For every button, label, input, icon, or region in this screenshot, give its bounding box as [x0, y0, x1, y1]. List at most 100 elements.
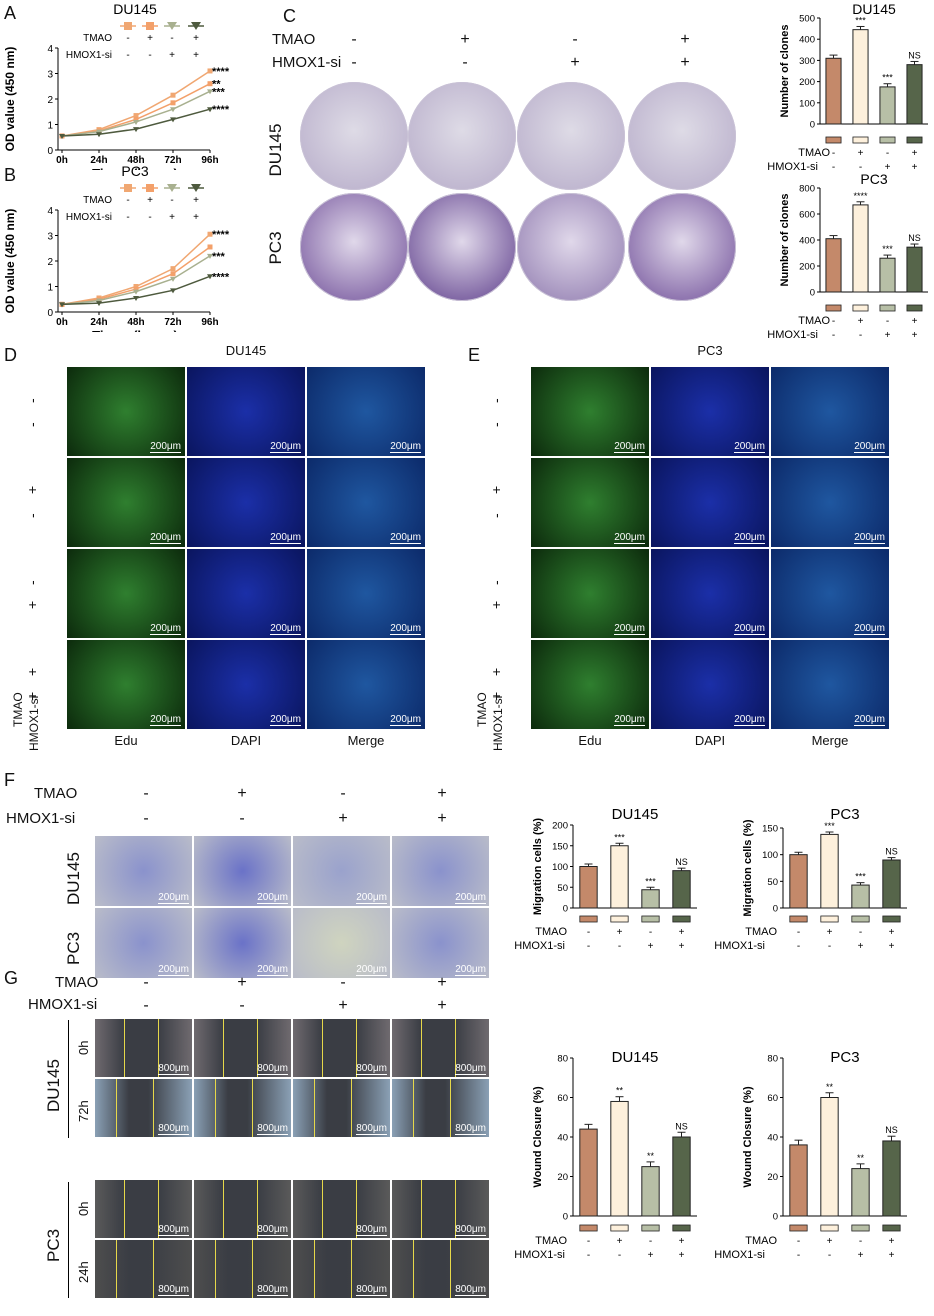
g-wound-edge-line [223, 1180, 225, 1238]
d-scale-bar: 200μm [270, 623, 301, 635]
f-du145-sign: - [587, 941, 590, 952]
g-du145-row-hmox1: HMOX1-si [514, 1249, 565, 1261]
f-pc3-legend-swatch [882, 915, 901, 923]
c-du145-y-tick-label: 200 [799, 77, 815, 88]
g-scale-bar: 800μm [257, 1063, 288, 1075]
e-row-sign: - [488, 397, 504, 403]
b-y-tick-label: 1 [47, 283, 53, 294]
f-sign: + [437, 785, 447, 802]
c-pc3-legend-swatch [852, 304, 869, 312]
d-image-dapi: 200μm [187, 640, 305, 729]
g-wound-edge-line [351, 1079, 353, 1137]
g-sign: - [340, 974, 346, 991]
f-transwell-image: 200μm [194, 908, 291, 978]
g-wound-image: 800μm [95, 1079, 192, 1137]
g-time-label: 0h [76, 1040, 91, 1055]
g-wound-edge-line [252, 1079, 254, 1137]
panel-letter-a: A [4, 3, 17, 23]
e-image-edu: 200μm [531, 549, 649, 638]
g-wound-edge-line [124, 1019, 126, 1077]
e-row-sign: + [488, 600, 504, 609]
c-colony-dish [408, 82, 516, 190]
f-transwell-image: 200μm [293, 908, 390, 978]
f-row-label-tmao: TMAO [34, 785, 78, 802]
e-scale-bar: 200μm [854, 441, 885, 453]
g-du145-y-tick-label: 80 [557, 1054, 568, 1065]
a-legend-marker [146, 22, 154, 30]
g-du145-y-tick-label: 40 [557, 1133, 568, 1144]
d-scale-bar: 200μm [270, 714, 301, 726]
a-x-tick-label: 96h [201, 155, 218, 166]
g-wound-edge-line [450, 1079, 452, 1137]
b-sign: - [148, 212, 151, 223]
b-legend-marker [146, 184, 154, 192]
g-wound-edge-line [223, 1019, 225, 1077]
c-cell-du145: DU145 [266, 123, 285, 177]
f-transwell-image: 200μm [194, 836, 291, 906]
g-pc3-y-tick-label: 20 [767, 1172, 778, 1183]
g-time-label: 0h [76, 1201, 91, 1216]
c-sign: + [680, 31, 690, 48]
f-pc3-y-tick-label: 50 [767, 877, 778, 888]
b-point [59, 302, 65, 308]
f-du145-sig: *** [645, 876, 656, 886]
g-wound-edge-line [450, 1240, 452, 1298]
f-sign: - [143, 810, 149, 827]
c-pc3-legend-swatch [825, 304, 842, 312]
g-du145-sign: - [649, 1236, 652, 1247]
b-legend-marker [124, 184, 132, 192]
f-pc3-y-label: Migration cells (%) [742, 819, 754, 917]
g-scale-bar: 800μm [455, 1063, 486, 1075]
a-point [133, 119, 139, 125]
a-point [170, 107, 176, 113]
g-du145-title: DU145 [612, 1049, 659, 1066]
d-image-merge: 200μm [307, 549, 425, 638]
g-wound-edge-line [257, 1180, 259, 1238]
b-sign: - [126, 195, 129, 206]
f-sign: + [237, 785, 247, 802]
g-pc3-row-tmao: TMAO [745, 1235, 777, 1247]
b-point [207, 244, 213, 250]
e-scale-bar: 200μm [854, 532, 885, 544]
e-title: PC3 [697, 343, 723, 358]
g-du145-y-tick-label: 20 [557, 1172, 568, 1183]
c-pc3-y-tick-label: 400 [799, 236, 815, 247]
b-x-tick-label: 96h [201, 317, 218, 328]
a-point [96, 132, 102, 138]
f-scale-bar: 200μm [455, 892, 486, 904]
c-pc3-y-tick-label: 0 [810, 288, 815, 299]
e-row-name-tmao: TMAO [475, 692, 489, 727]
f-du145-title: DU145 [612, 806, 659, 823]
f-pc3-title: PC3 [830, 806, 859, 823]
b-point [96, 301, 102, 307]
b-title: PC3 [121, 163, 148, 179]
f-cell-pc3: PC3 [64, 931, 83, 965]
b-row-hmox1: HMOX1-si [66, 212, 112, 223]
c-pc3-bar [879, 257, 896, 293]
f-pc3-legend-swatch [851, 915, 870, 923]
a-legend-marker [191, 22, 201, 30]
e-image-edu: 200μm [531, 367, 649, 456]
d-scale-bar: 200μm [390, 532, 421, 544]
e-row-sign: + [488, 667, 504, 676]
f-pc3-sign: - [828, 941, 831, 952]
c-pc3-sign: - [886, 316, 889, 327]
g-wound-image: 800μm [194, 1079, 291, 1137]
c-du145-y-tick-label: 500 [799, 14, 815, 25]
g-pc3-bar [882, 1140, 901, 1217]
c-pc3-bar [906, 246, 923, 293]
a-point [207, 81, 213, 87]
g-wound-edge-line [356, 1019, 358, 1077]
d-col-label: Edu [114, 733, 138, 748]
bar-chart-f-du145: DU145 0 50 100 150 200 Migration cells (%) - - **… [515, 806, 697, 952]
f-du145-y-label: Migration cells (%) [532, 818, 544, 916]
f-pc3-sign: + [889, 927, 895, 938]
f-du145-sign: - [587, 927, 590, 938]
g-pc3-sign: - [797, 1250, 800, 1261]
f-du145-sig: *** [614, 832, 625, 842]
c-pc3-legend-swatch [906, 304, 923, 312]
a-sign: - [170, 33, 173, 44]
d-scale-bar: 200μm [150, 714, 181, 726]
g-du145-y-tick-label: 60 [557, 1093, 568, 1104]
c-colony-dish [300, 82, 408, 190]
